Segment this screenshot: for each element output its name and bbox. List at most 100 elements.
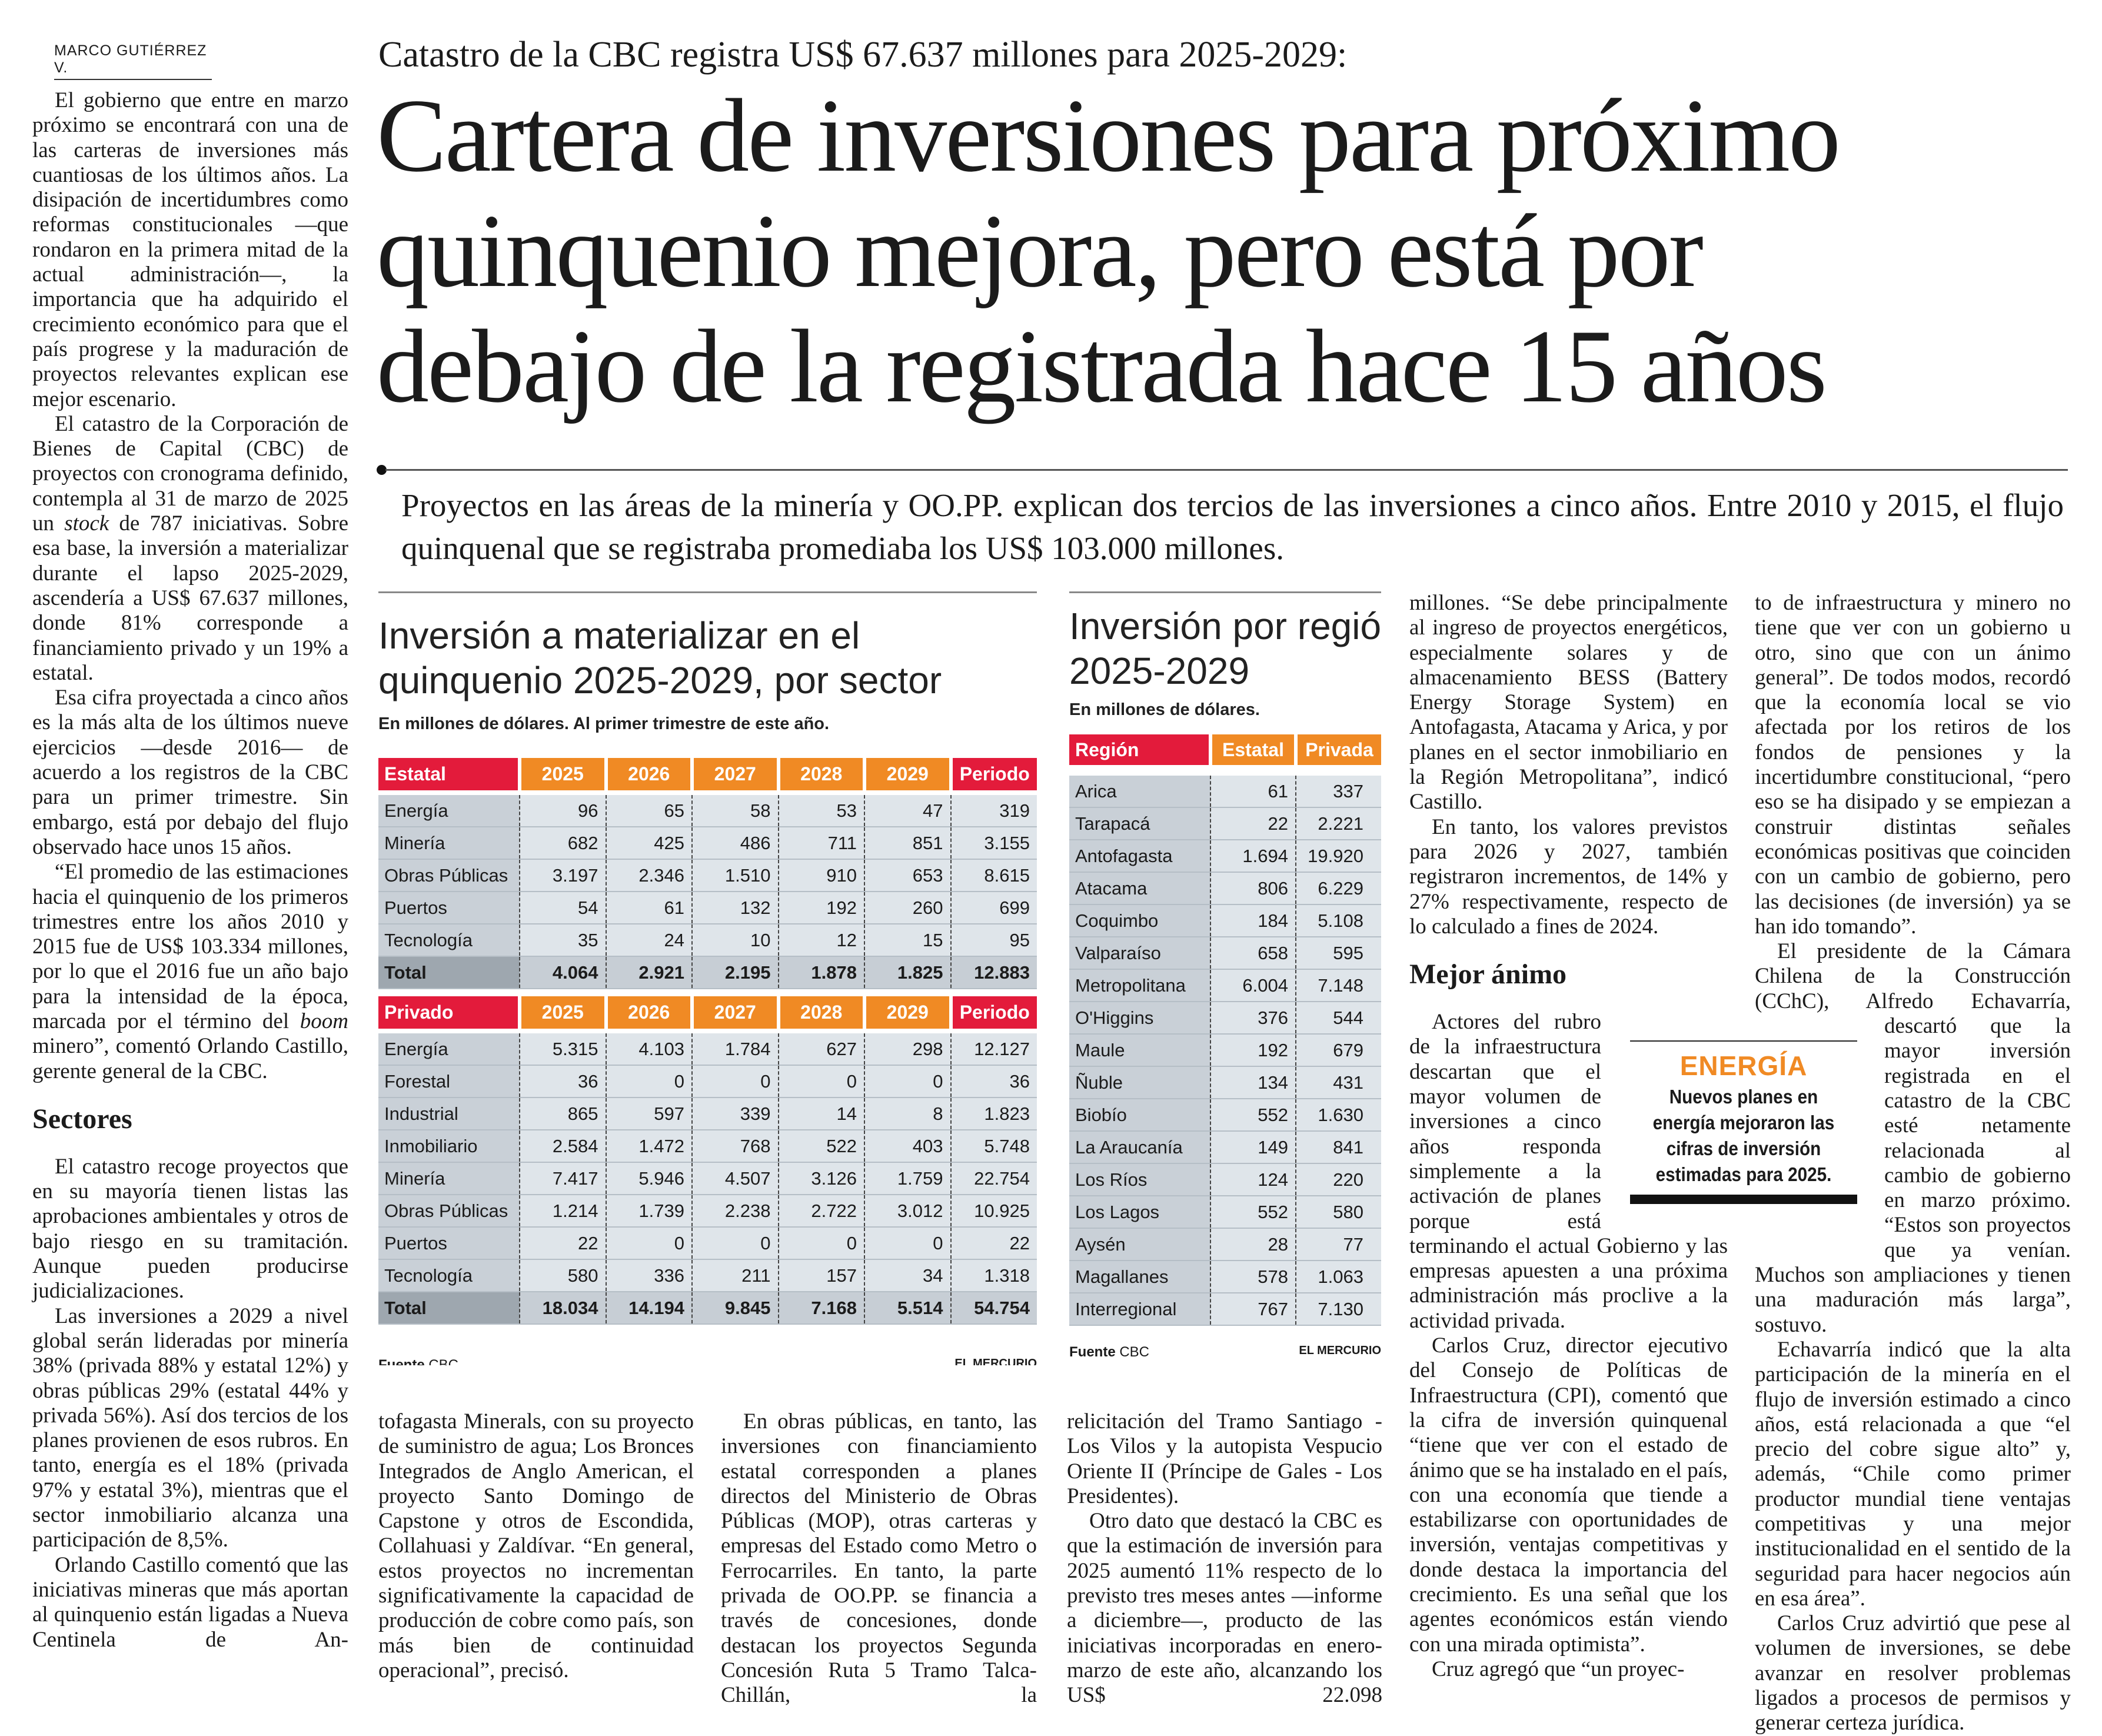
headline-line: quinquenio mejora, pero está por: [377, 192, 1704, 309]
region-label: Antofagasta: [1069, 840, 1210, 873]
paragraph: to de infraestructura y minero no tiene …: [1755, 591, 2071, 939]
value-cell: 0: [777, 1227, 864, 1260]
value-cell: 1.472: [605, 1130, 692, 1163]
paragraph: En obras públicas, en tanto, las inversi…: [721, 1409, 1037, 1708]
region-label: Atacama: [1069, 872, 1210, 905]
value-cell: 425: [605, 827, 692, 860]
table-row: Arica 61 337: [1069, 776, 1381, 808]
value-cell: 2.584: [519, 1130, 606, 1163]
value-cell: 220: [1295, 1163, 1381, 1196]
bottom-column-b: En obras públicas, en tanto, las inversi…: [721, 1409, 1037, 1708]
value-cell: 95: [950, 924, 1037, 957]
header-estatal: Estatal: [378, 758, 520, 790]
column-3: millones. “Se debe principalmente al ing…: [1409, 591, 1728, 1682]
value-cell: 699: [950, 892, 1037, 924]
value-cell: 851: [864, 827, 951, 860]
value-cell: 5.315: [519, 1033, 606, 1066]
header-period: Periodo: [949, 758, 1037, 790]
sector-label: Obras Públicas: [378, 859, 520, 892]
sector-table-title: Inversión a materializar en el quinqueni…: [378, 613, 1037, 703]
table-row: Valparaíso 658 595: [1069, 937, 1381, 970]
value-cell: 1.630: [1295, 1099, 1381, 1132]
header-cell: Estatal: [1209, 734, 1296, 765]
table-row: Aysén 28 77: [1069, 1228, 1381, 1261]
table-gap: [378, 989, 1037, 996]
gap-cell: [378, 790, 1037, 795]
total-cell: 7.168: [777, 1292, 864, 1325]
value-cell: 4.103: [605, 1033, 692, 1066]
value-cell: 3.012: [864, 1195, 951, 1228]
sector-table-subtitle: En millones de dólares. Al primer trimes…: [378, 714, 830, 733]
header-period: Periodo: [949, 996, 1037, 1029]
region-label: O'Higgins: [1069, 1002, 1210, 1035]
header-year: 2028: [776, 758, 864, 790]
gap-cell: [1069, 765, 1381, 776]
value-cell: 339: [691, 1098, 779, 1130]
paragraph: tofagasta Minerals, con su proyecto de s…: [378, 1409, 694, 1682]
table-row: Atacama 806 6.229: [1069, 872, 1381, 905]
headline-line: debajo de la registrada hace 15 años: [377, 308, 1827, 424]
value-cell: 34: [864, 1259, 951, 1292]
table-row: Maule 192 679: [1069, 1034, 1381, 1067]
table-row: Energía 5.315 4.103 1.784 627 298 12.127: [378, 1033, 1037, 1066]
divider: [1069, 591, 1381, 593]
table-header-row: Región Estatal Privada: [1069, 734, 1381, 765]
text: minero”, comentó Orlando Castillo, geren…: [32, 1034, 348, 1083]
text: El catastro de la Corporación de Bienes …: [32, 411, 348, 536]
value-cell: 658: [1210, 937, 1296, 970]
value-cell: 19.920: [1295, 840, 1381, 873]
value-cell: 806: [1210, 872, 1296, 905]
region-label: Magallanes: [1069, 1261, 1210, 1293]
paragraph: Orlando Castillo comentó que las iniciat…: [32, 1552, 348, 1652]
gap-cell: [378, 989, 1037, 996]
text: de 787 iniciativas. Sobre esa base, la i…: [32, 511, 349, 685]
paragraph: El gobierno que entre en marzo próximo s…: [32, 88, 348, 411]
value-cell: 53: [777, 795, 864, 827]
value-cell: 597: [605, 1098, 692, 1130]
value-cell: 211: [691, 1259, 779, 1292]
value-cell: 192: [777, 892, 864, 924]
value-cell: 0: [605, 1065, 692, 1098]
table-row: Minería 7.417 5.946 4.507 3.126 1.759 22.754: [378, 1162, 1037, 1195]
value-cell: 679: [1295, 1034, 1381, 1067]
header-year: 2025: [518, 758, 606, 790]
table-row: Los Ríos 124 220: [1069, 1163, 1381, 1196]
left-column: El gobierno que entre en marzo próximo s…: [32, 88, 348, 1652]
deck-headline: Catastro de la CBC registra US$ 67.637 m…: [378, 35, 1348, 75]
value-cell: 132: [691, 892, 779, 924]
total-cell: 14.194: [605, 1292, 692, 1325]
value-cell: 65: [605, 795, 692, 827]
region-table: Región Estatal Privada Arica 61 337 Tarapacá 22…: [1069, 734, 1381, 1326]
value-cell: 0: [691, 1227, 779, 1260]
value-cell: 14: [777, 1098, 864, 1130]
divider: [385, 469, 2068, 471]
value-cell: 580: [519, 1259, 606, 1292]
credit: EL MERCURIO: [954, 1357, 1037, 1365]
region-label: Interregional: [1069, 1293, 1210, 1326]
value-cell: 376: [1210, 1002, 1296, 1035]
value-cell: 192: [1210, 1034, 1296, 1067]
value-cell: 47: [864, 795, 951, 827]
value-cell: 2.346: [605, 859, 692, 892]
table-row: Metropolitana 6.004 7.148: [1069, 969, 1381, 1002]
header-privado: Privado: [378, 996, 520, 1029]
table-row: Obras Públicas 1.214 1.739 2.238 2.722 3.012 1…: [378, 1195, 1037, 1228]
column-4: to de infraestructura y minero no tiene …: [1755, 591, 2071, 1736]
value-cell: 1.214: [519, 1195, 606, 1228]
value-cell: 627: [777, 1033, 864, 1066]
value-cell: 36: [519, 1065, 606, 1098]
paragraph: Esa cifra proyectada a cinco años es la …: [32, 686, 348, 859]
value-cell: 24: [605, 924, 692, 957]
table-header-row: Estatal 2025 2026 2027 2028 2029 Periodo: [378, 758, 1037, 790]
title-line: Inversión a materializar en el: [378, 614, 860, 657]
value-cell: 682: [519, 827, 606, 860]
total-cell: 54.754: [950, 1292, 1037, 1325]
value-cell: 552: [1210, 1196, 1296, 1229]
callout-text: Nuevos planes en energía mejoraron las c…: [1652, 1086, 1835, 1185]
value-cell: 1.784: [691, 1033, 779, 1066]
paragraph: El catastro recoge proyectos que en su m…: [32, 1154, 348, 1303]
value-cell: 841: [1295, 1131, 1381, 1164]
sector-label: Energía: [378, 795, 520, 827]
value-cell: 0: [777, 1065, 864, 1098]
headline: Cartera de inversiones para próximo quin…: [377, 78, 1841, 424]
